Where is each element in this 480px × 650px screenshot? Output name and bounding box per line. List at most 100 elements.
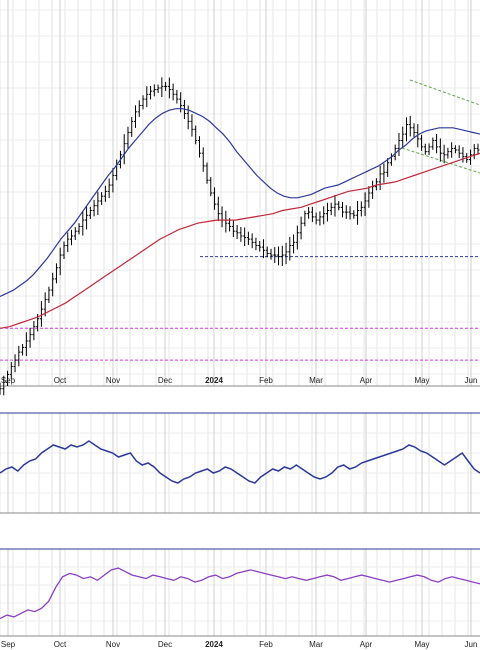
ohlc-bar [58, 247, 62, 276]
ohlc-bar [363, 192, 367, 217]
month-tick-label: 2024 [205, 376, 223, 385]
ohlc-bar [9, 361, 13, 379]
ohlc-bar [427, 143, 431, 156]
ohlc-bar [156, 84, 160, 93]
ohlc-bar [273, 247, 277, 264]
ohlc-bar [310, 206, 314, 223]
ohlc-bar [2, 375, 6, 396]
ohlc-bar [213, 187, 217, 210]
ohlc-bar [453, 145, 457, 154]
ohlc-bar [32, 321, 36, 341]
ohlc-bar [378, 165, 382, 191]
month-tick-label: Oct [54, 376, 67, 385]
ohlc-bar [51, 272, 55, 297]
month-tick-label: Feb [259, 376, 273, 385]
ohlc-bar [258, 241, 262, 252]
ohlc-bar [54, 263, 58, 284]
month-tick-label: Apr [360, 640, 373, 649]
ohlc-bar [337, 201, 341, 211]
ohlc-bar [70, 229, 74, 246]
ohlc-bar [352, 210, 356, 219]
ohlc-bar [88, 206, 92, 219]
ohlc-bar [201, 147, 205, 172]
ohlc-bar [66, 232, 70, 253]
ohlc-bar [250, 233, 254, 249]
ohlc-bar [160, 77, 164, 98]
ohlc-bar [209, 177, 213, 197]
ohlc-bar [6, 370, 10, 387]
ohlc-bar [420, 134, 424, 151]
channel-layer [401, 79, 480, 174]
channel-lower-line [401, 147, 480, 174]
ohlc-bar [314, 212, 318, 225]
ohlc-bar [269, 248, 273, 260]
ohlc-bar [438, 138, 442, 162]
ohlc-bar [133, 105, 137, 128]
ohlc-bar [103, 185, 107, 202]
ohlc-bar [397, 132, 401, 157]
month-tick-label: May [414, 640, 429, 649]
ohlc-bar [92, 199, 96, 217]
ohlc-bar [435, 134, 439, 154]
month-tick-label: Dec [158, 640, 172, 649]
ohlc-bar [299, 216, 303, 240]
month-tick-label: Sep [1, 640, 16, 649]
ohlc-bar [359, 201, 363, 217]
ohlc-bar [145, 86, 149, 108]
ohlc-bar [412, 123, 416, 137]
ohlc-bar [0, 382, 2, 395]
ohlc-bar [73, 227, 77, 241]
ohlc-bar [265, 246, 269, 258]
ohlc-bar [107, 178, 111, 198]
ohlc-bar [254, 237, 258, 251]
ohlc-bar [386, 158, 390, 177]
levels-layer [0, 256, 480, 361]
ohlc-bar [356, 201, 360, 225]
ma-short-line [0, 108, 480, 297]
month-tick-label: Mar [309, 640, 323, 649]
ohlc-bar [111, 168, 115, 193]
ohlc-bar [43, 292, 47, 317]
ohlc-bar [344, 205, 348, 219]
month-tick-label: Jun [465, 376, 478, 385]
ohlc-bar [239, 226, 243, 242]
ohlc-bar [13, 354, 17, 373]
ohlc-bar [442, 144, 446, 164]
ohlc-bar [295, 225, 299, 250]
ohlc-bar [292, 234, 296, 254]
ohlc-bar [126, 126, 130, 150]
ohlc-bar [137, 100, 141, 117]
ohlc-bar [318, 211, 322, 226]
ohlc-bar [167, 77, 171, 99]
month-labels-bottom: Sep Oct Nov Dec 2024 Feb Mar Apr May Jun [1, 640, 478, 649]
ohlc-bar [423, 143, 427, 155]
ohlc-bar [401, 126, 405, 149]
ohlc-bar [194, 125, 198, 145]
month-tick-label: 2024 [205, 640, 223, 649]
ohlc-bar [141, 95, 145, 110]
indicator-1-line [0, 440, 480, 484]
ohlc-bar [149, 85, 153, 100]
month-tick-label: Oct [54, 640, 67, 649]
month-tick-label: Dec [158, 376, 172, 385]
ohlc-bar [235, 225, 239, 239]
ohlc-bar [322, 206, 326, 225]
price-panel: Sep Oct Nov Dec 2024 Feb Mar Apr May Jun [0, 77, 480, 396]
ohlc-bar [277, 246, 281, 266]
ohlc-bar [382, 163, 386, 183]
ma-long-line [0, 152, 480, 329]
ohlc-bar [197, 136, 201, 158]
ohlc-bar [130, 116, 134, 137]
ohlc-bar [404, 117, 408, 142]
ohlc-bar [261, 239, 265, 259]
month-tick-label: Apr [360, 376, 373, 385]
ohlc-bar [288, 236, 292, 261]
ohlc-bar [446, 147, 450, 159]
ohlc-bar [28, 327, 32, 348]
ohlc-bar [77, 223, 81, 235]
ohlc-bar [216, 196, 220, 222]
ohlc-bar [243, 227, 247, 247]
ohlc-bar [457, 145, 461, 158]
ohlc-bar [367, 186, 371, 208]
